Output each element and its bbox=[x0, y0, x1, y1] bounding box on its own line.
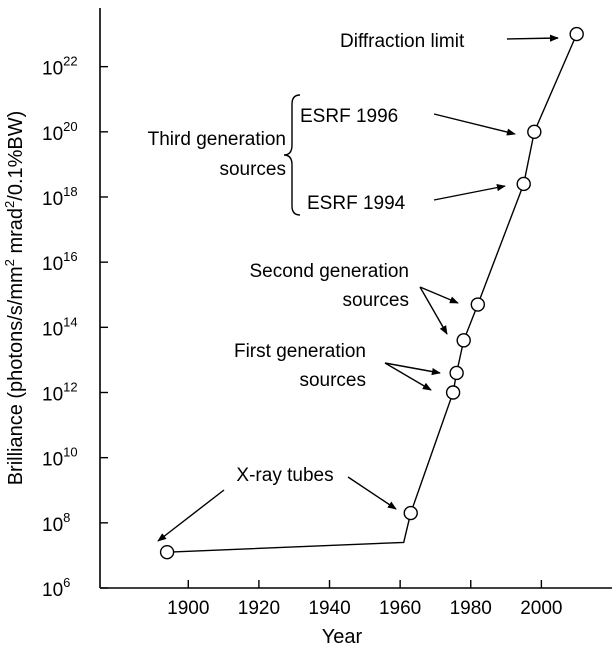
arrow-esrf-1996 bbox=[433, 113, 516, 136]
brilliance-series-line bbox=[167, 33, 578, 553]
x-tick-label: 1940 bbox=[308, 598, 350, 619]
annotation-second-generation-line1: Second generation bbox=[249, 261, 409, 282]
arrow-xray-tubes-left bbox=[157, 489, 225, 542]
x-tick-label: 1980 bbox=[450, 598, 492, 619]
arrow-diffraction-limit bbox=[506, 34, 559, 42]
brilliance-series-points bbox=[159, 26, 584, 560]
annotation-third-generation-line1: Third generation bbox=[148, 129, 286, 150]
y-axis-title: Brilliance (photons/s/mm2 mrad2/0.1%BW) bbox=[2, 111, 27, 486]
annotation-esrf-1996: ESRF 1996 bbox=[300, 106, 398, 127]
x-ticks: 1900 1920 1940 1960 1980 2000 bbox=[167, 580, 563, 619]
y-tick-label: 1014 bbox=[42, 314, 78, 340]
arrow-second-generation-upper bbox=[419, 286, 459, 304]
x-tick-label: 1960 bbox=[379, 598, 421, 619]
data-point bbox=[470, 297, 486, 312]
annotation-third-generation-line2: sources bbox=[219, 159, 286, 180]
y-tick-label: 1012 bbox=[42, 379, 78, 405]
y-tick-label: 106 bbox=[42, 575, 70, 601]
data-point bbox=[403, 505, 418, 521]
data-point bbox=[527, 124, 542, 140]
y-tick-label: 1016 bbox=[42, 249, 78, 275]
arrow-first-generation-lower bbox=[384, 362, 432, 391]
data-point bbox=[445, 385, 461, 400]
annotation-first-generation-line1: First generation bbox=[234, 341, 366, 362]
annotation-diffraction-limit: Diffraction limit bbox=[340, 31, 465, 52]
y-tick-label: 108 bbox=[42, 510, 70, 536]
y-ticks: 106 108 1010 1012 1014 1016 1018 1020 1022 bbox=[42, 54, 108, 601]
data-point bbox=[449, 365, 464, 381]
arrow-esrf-1994 bbox=[433, 184, 506, 201]
x-axis-title: Year bbox=[322, 626, 363, 645]
arrow-xray-tubes-right bbox=[347, 476, 397, 510]
y-tick-label: 1022 bbox=[42, 54, 78, 80]
annotation-esrf-1994: ESRF 1994 bbox=[307, 193, 406, 214]
annotation-first-generation-line2: sources bbox=[299, 370, 366, 391]
third-generation-brace bbox=[283, 94, 301, 216]
data-point bbox=[456, 333, 471, 348]
data-point bbox=[569, 26, 584, 42]
arrow-second-generation-lower bbox=[419, 286, 448, 335]
y-tick-label: 1020 bbox=[42, 119, 78, 145]
y-tick-label: 1018 bbox=[42, 184, 78, 210]
annotation-second-generation-line2: sources bbox=[342, 290, 409, 311]
arrow-first-generation-upper bbox=[384, 362, 441, 376]
x-tick-label: 1920 bbox=[238, 598, 280, 619]
x-tick-label: 1900 bbox=[167, 598, 209, 619]
annotation-xray-tubes: X-ray tubes bbox=[236, 465, 333, 486]
x-tick-label: 2000 bbox=[520, 598, 562, 619]
data-point bbox=[159, 544, 175, 560]
data-point bbox=[516, 176, 531, 192]
y-tick-label: 1010 bbox=[42, 445, 78, 471]
